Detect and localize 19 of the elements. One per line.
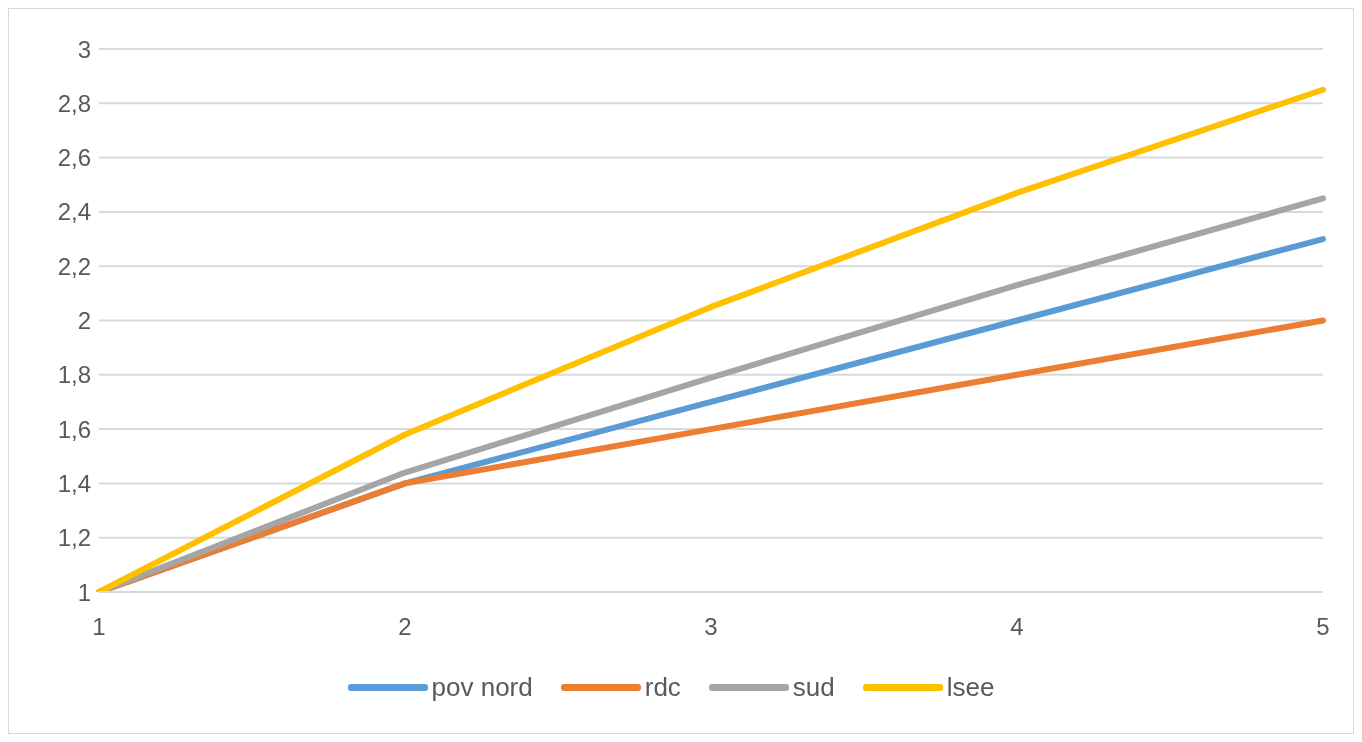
y-tick-label: 1,6 [57,415,91,443]
x-tick-label: 3 [704,613,718,641]
y-tick-label: 1 [77,578,91,606]
y-tick-label: 1,2 [57,524,91,552]
y-tick-label: 2,6 [57,144,91,172]
y-tick-label: 2,2 [57,252,91,280]
y-tick-label: 1,4 [57,469,91,497]
y-tick-label: 2,4 [57,198,91,226]
y-tick-label: 2,8 [57,89,91,117]
legend-label: lsee [946,672,995,703]
legend-label: rdc [644,672,681,703]
legend-label: sud [792,672,835,703]
y-tick-label: 3 [77,35,91,63]
x-tick-label: 4 [1010,613,1024,641]
x-tick-label: 2 [398,613,412,641]
legend-label: pov nord [431,672,533,703]
y-tick-label: 1,8 [57,361,91,389]
y-tick-label: 2 [77,307,91,335]
x-tick-label: 5 [1316,613,1330,641]
